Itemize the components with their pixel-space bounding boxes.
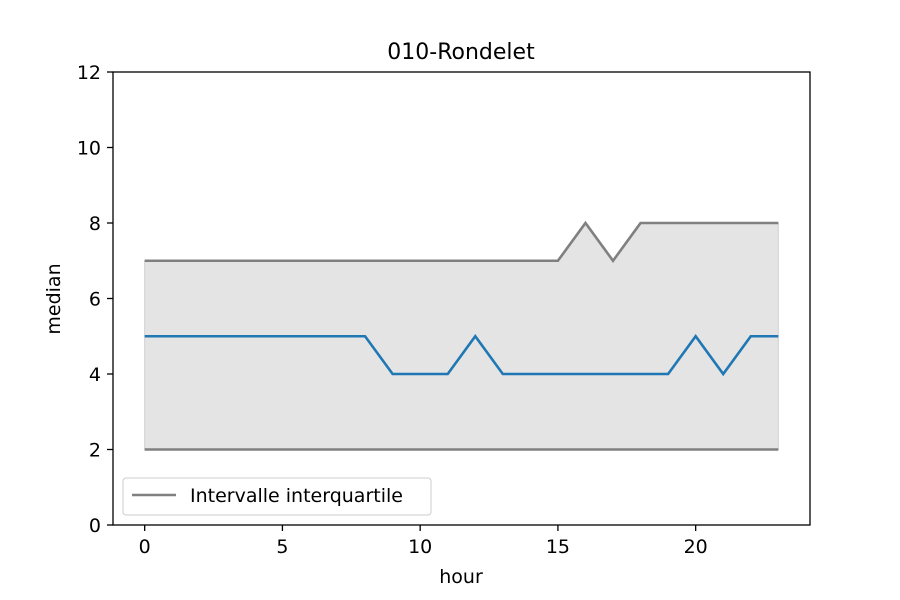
plot-area: 0 5 10 15 20 0 2 4 6 8 10 12 — [77, 62, 811, 558]
y-tick-label: 12 — [77, 62, 101, 84]
x-tick-label: 20 — [684, 536, 708, 558]
y-tick-label: 8 — [89, 213, 101, 235]
x-tick-label: 5 — [276, 536, 288, 558]
y-tick-label: 6 — [89, 289, 101, 311]
y-tick-label: 4 — [89, 364, 101, 386]
chart-title: 010-Rondelet — [387, 40, 535, 65]
series-line-upper-quartile — [144, 220, 779, 263]
x-axis-label: hour — [439, 566, 483, 588]
legend-box — [122, 477, 432, 516]
series-line-median — [144, 334, 779, 377]
y-axis-label: median — [43, 263, 65, 334]
y-tick-label: 2 — [89, 440, 101, 462]
y-tick-label: 0 — [89, 515, 101, 537]
x-tick-label: 0 — [139, 536, 151, 558]
x-tick-label: 15 — [546, 536, 570, 558]
y-tick-label: 10 — [77, 138, 101, 160]
x-tick-label: 10 — [408, 536, 432, 558]
legend-entry-interquartile: Intervalle interquartile — [190, 485, 403, 507]
legend: Intervalle interquartile — [122, 477, 432, 516]
